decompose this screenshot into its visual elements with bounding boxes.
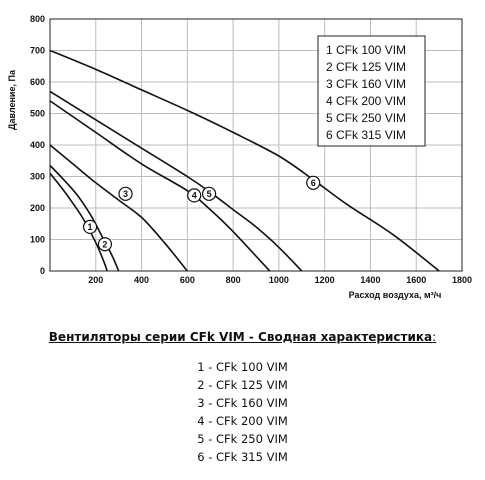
- y-tick-labels: 0 100 200 300 400 500 600 700 800: [30, 14, 45, 276]
- summary-line-1: 1 - CFk 100 VIM: [197, 360, 288, 374]
- x-tick-label: 600: [180, 275, 195, 285]
- y-tick-label: 100: [30, 235, 45, 245]
- x-tick-label: 800: [226, 275, 241, 285]
- y-tick-label: 500: [30, 109, 45, 119]
- legend-box: [317, 35, 426, 147]
- curve-marker-3: 3: [118, 186, 133, 201]
- fan-curve-5: [49, 90, 303, 272]
- y-tick-label: 600: [30, 77, 45, 87]
- summary-title-colon: :: [432, 330, 437, 344]
- curve-marker-circle: [82, 219, 98, 234]
- curve-marker-4: 4: [187, 188, 202, 203]
- legend-item-2: 2 CFk 125 VIM: [326, 60, 406, 74]
- curve-marker-label: 2: [102, 239, 107, 249]
- legend-item-1: 1 CFk 100 VIM: [326, 43, 406, 57]
- y-axis-label: Давление, Па: [7, 69, 17, 130]
- curve-marker-label: 4: [192, 191, 197, 201]
- y-tick-label: 800: [30, 14, 45, 24]
- y-tick-label: 400: [30, 140, 45, 150]
- curve-marker-circle: [201, 186, 217, 201]
- summary-block: Вентиляторы серии CFk VIM - Сводная хара…: [0, 330, 485, 466]
- y-tick-label: 200: [30, 203, 45, 213]
- curve-marker-2: 2: [97, 237, 113, 252]
- x-tick-label: 1200: [315, 275, 335, 285]
- legend-item-5: 5 CFk 250 VIM: [326, 111, 406, 125]
- curve-marker-label: 5: [207, 189, 212, 199]
- curve-marker-6: 6: [306, 175, 321, 190]
- curve-marker-circle: [306, 175, 321, 190]
- curve-marker-label: 1: [88, 222, 93, 232]
- legend-item-6: 6 CFk 315 VIM: [326, 128, 406, 142]
- legend-item-4: 4 CFk 200 VIM: [326, 94, 406, 108]
- summary-title: Вентиляторы серии CFk VIM - Сводная хара…: [0, 330, 485, 344]
- summary-line-5: 5 - CFk 250 VIM: [197, 432, 288, 446]
- curve-markers: 12 3 4 5 6: [82, 175, 321, 252]
- x-axis-label: Расход воздуха, м³/ч: [349, 290, 442, 300]
- x-tick-label: 400: [134, 275, 149, 285]
- fan-curve-6: [49, 49, 440, 272]
- curve-marker-circle: [118, 186, 133, 201]
- x-tick-label: 1000: [269, 275, 289, 285]
- curve-marker-circle: [97, 237, 113, 252]
- x-tick-label: 1600: [406, 275, 426, 285]
- summary-line-4: 4 - CFk 200 VIM: [197, 414, 288, 428]
- fan-curves: [49, 49, 440, 272]
- legend-item-3: 3 CFk 160 VIM: [326, 77, 406, 91]
- x-tick-labels: 200 400 600 800 1000 1200 1400 1600 1800: [88, 275, 472, 285]
- y-tick-label: 0: [40, 266, 45, 276]
- summary-line-3: 3 - CFk 160 VIM: [197, 396, 288, 410]
- fan-curve-2: [49, 164, 120, 272]
- summary-line-6: 6 - CFk 315 VIM: [197, 450, 288, 464]
- fan-curve-3: [49, 144, 188, 272]
- curve-marker-1: 1: [82, 219, 98, 234]
- x-tick-label: 1400: [360, 275, 380, 285]
- legend: 1 CFk 100 VIM 2 CFk 125 VIM 3 CFk 160 VI…: [317, 35, 426, 147]
- curve-marker-circle: [187, 188, 202, 203]
- curve-marker-label: 3: [123, 189, 128, 199]
- x-tick-label: 200: [88, 275, 103, 285]
- x-tick-label: 1800: [452, 275, 472, 285]
- y-tick-label: 700: [30, 46, 45, 56]
- curve-marker-label: 6: [311, 178, 316, 188]
- summary-title-text: Вентиляторы серии CFk VIM - Сводная хара…: [48, 330, 433, 344]
- curve-marker-5: 5: [201, 186, 217, 201]
- summary-line-2: 2 - CFk 125 VIM: [197, 378, 288, 392]
- fan-curve-1: [49, 172, 108, 272]
- fan-curve-4: [49, 100, 271, 272]
- y-tick-label: 300: [30, 172, 45, 182]
